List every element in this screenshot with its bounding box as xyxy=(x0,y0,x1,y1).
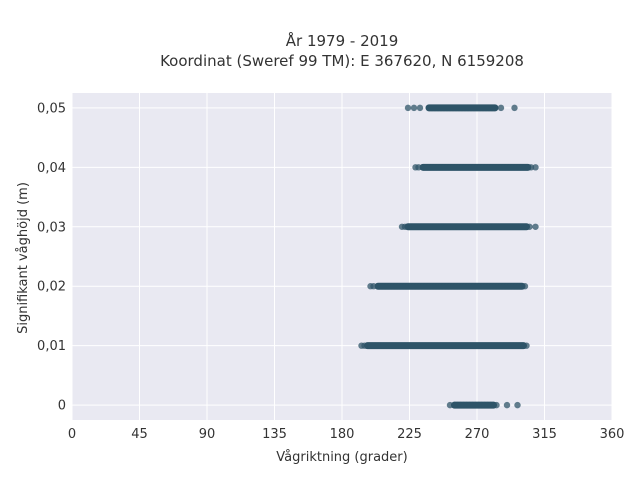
y-axis-ticks: 0 0,01 0,02 0,03 0,04 0,05 xyxy=(37,101,66,413)
y-tick-label: 0,05 xyxy=(37,101,66,116)
chart-title-line-2: Koordinat (Sweref 99 TM): E 367620, N 61… xyxy=(160,52,524,70)
x-tick-label: 0 xyxy=(68,427,76,442)
data-point xyxy=(527,164,535,171)
data-point xyxy=(511,104,518,112)
y-tick-label: 0,04 xyxy=(37,161,66,176)
data-point xyxy=(404,104,412,112)
x-tick-label: 90 xyxy=(199,427,216,442)
data-point xyxy=(526,223,533,230)
x-axis-title: Vågriktning (grader) xyxy=(276,450,407,465)
y-tick-label: 0,01 xyxy=(37,339,66,354)
x-tick-label: 225 xyxy=(397,427,422,442)
x-tick-label: 45 xyxy=(131,427,148,442)
data-point xyxy=(410,104,418,112)
data-point xyxy=(451,401,458,409)
data-point xyxy=(532,164,539,171)
x-tick-label: 360 xyxy=(600,427,625,442)
data-point xyxy=(532,223,539,230)
data-point xyxy=(523,342,530,349)
data-points xyxy=(358,104,539,409)
data-point xyxy=(497,104,505,112)
data-point xyxy=(361,342,368,349)
y-tick-label: 0,03 xyxy=(37,220,66,235)
y-tick-label: 0,02 xyxy=(37,280,66,295)
data-point xyxy=(491,104,499,112)
y-tick-label: 0 xyxy=(58,399,66,414)
x-tick-label: 315 xyxy=(532,427,557,442)
data-point xyxy=(401,223,409,230)
x-tick-label: 135 xyxy=(262,427,287,442)
y-axis-title: Signifikant våghöjd (m) xyxy=(16,182,31,334)
data-point xyxy=(416,104,424,112)
data-point xyxy=(521,283,529,290)
data-point xyxy=(415,164,422,171)
x-tick-label: 270 xyxy=(465,427,490,442)
x-axis-ticks: 0 45 90 135 180 225 270 315 360 xyxy=(68,427,625,442)
data-point xyxy=(514,401,521,409)
data-point xyxy=(493,401,500,409)
data-point xyxy=(503,401,511,409)
chart-title-line-1: År 1979 - 2019 xyxy=(286,31,399,50)
x-tick-label: 180 xyxy=(330,427,355,442)
data-point xyxy=(446,401,454,409)
data-point xyxy=(370,283,377,290)
